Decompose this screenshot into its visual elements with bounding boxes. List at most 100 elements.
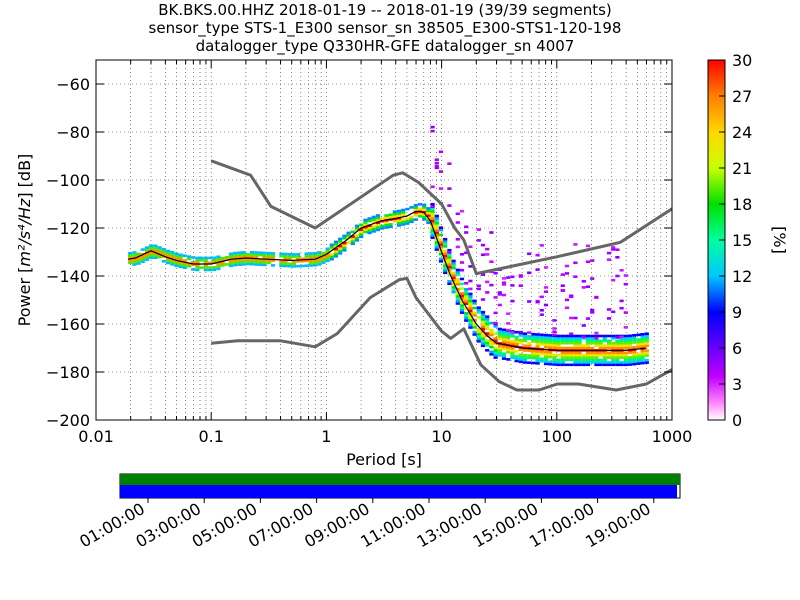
heatmap-cell <box>543 343 549 346</box>
heatmap-cell <box>489 321 494 325</box>
heatmap-cell <box>354 224 360 228</box>
heatmap-cell <box>195 256 200 260</box>
heatmap-cell <box>443 242 448 246</box>
heatmap-cell <box>569 353 574 357</box>
heatmap-cell <box>434 214 439 218</box>
heatmap-cell <box>157 251 162 254</box>
heatmap-cell <box>619 337 624 340</box>
heatmap-cell <box>590 356 595 359</box>
heatmap-cell <box>606 308 612 311</box>
heatmap-cell <box>535 342 540 346</box>
heatmap-cell <box>640 357 645 360</box>
heatmap-cell <box>338 240 343 243</box>
heatmap-cell <box>527 354 532 357</box>
heatmap-cell <box>535 359 540 363</box>
heatmap-cell <box>308 261 313 265</box>
heatmap-cell <box>443 245 448 248</box>
heatmap-cell <box>577 341 582 345</box>
y-tick-label: −140 <box>46 267 90 286</box>
heatmap-cell <box>644 342 649 345</box>
heatmap-cell <box>552 356 557 359</box>
heatmap-cell <box>543 362 549 366</box>
heatmap-cell <box>598 341 603 345</box>
heatmap-cell <box>619 335 624 339</box>
heatmap-cell <box>510 331 515 334</box>
heatmap-cell <box>144 246 150 249</box>
chart-title-line-2: sensor_type STS-1_E300 sensor_sn 38505_E… <box>148 19 622 37</box>
heatmap-cell <box>224 263 229 266</box>
heatmap-cell <box>485 280 490 284</box>
heatmap-cell <box>480 322 486 326</box>
heatmap-cell <box>405 207 410 211</box>
y-tick-label: −200 <box>46 411 90 430</box>
heatmap-cell <box>333 245 339 248</box>
heatmap-cell <box>359 235 364 239</box>
heatmap-cell <box>636 355 641 358</box>
heatmap-cell <box>506 276 511 279</box>
heatmap-cell <box>182 254 187 257</box>
heatmap-cell <box>623 356 628 359</box>
heatmap-cell <box>560 356 565 359</box>
heatmap-cell <box>472 326 477 329</box>
heatmap-cell <box>615 363 620 367</box>
heatmap-cell <box>233 254 238 257</box>
heatmap-cell <box>573 351 578 355</box>
heatmap-cell <box>619 339 624 343</box>
heatmap-cell <box>552 327 557 330</box>
heatmap-cell <box>619 306 624 310</box>
heatmap-cell <box>464 292 469 296</box>
heatmap-cell <box>590 339 595 343</box>
heatmap-cell <box>451 286 456 289</box>
heatmap-cell <box>640 337 645 341</box>
heatmap-cell <box>430 214 435 218</box>
heatmap-cell <box>434 226 439 230</box>
heatmap-cell <box>548 334 553 337</box>
heatmap-cell <box>506 338 511 342</box>
heatmap-cell <box>464 300 469 303</box>
heatmap-cell <box>615 334 620 338</box>
heatmap-cell <box>556 346 561 350</box>
heatmap-cell <box>556 334 561 338</box>
heatmap-cell <box>590 277 595 280</box>
heatmap-cell <box>501 328 507 332</box>
heatmap-cell <box>422 218 427 221</box>
heatmap-cell <box>585 358 591 362</box>
heatmap-cell <box>501 283 507 286</box>
heatmap-cell <box>241 263 246 266</box>
heatmap-cell <box>161 260 166 263</box>
heatmap-cell <box>371 220 376 224</box>
heatmap-cell <box>636 352 641 356</box>
heatmap-cell <box>480 342 486 345</box>
heatmap-cell <box>590 353 595 357</box>
heatmap-cell <box>535 268 540 271</box>
heatmap-cell <box>422 213 427 216</box>
heatmap-cell <box>518 360 523 364</box>
heatmap-cell <box>564 306 570 310</box>
heatmap-cell <box>573 353 578 357</box>
time-axis: 01:00:0003:00:0005:00:0007:00:0009:00:00… <box>76 498 655 551</box>
heatmap-cell <box>380 217 385 221</box>
heatmap-cell <box>623 311 628 314</box>
heatmap-cell <box>489 329 494 332</box>
heatmap-cell <box>543 360 549 363</box>
heatmap-cell <box>258 251 263 254</box>
heatmap-cell <box>480 334 486 338</box>
heatmap-cell <box>535 350 540 353</box>
colorbar-tick-label: 21 <box>732 159 752 178</box>
heatmap-cell <box>283 262 288 265</box>
heatmap-cell <box>430 202 435 206</box>
colorbar-tick-label: 24 <box>732 123 752 142</box>
heatmap-cell <box>531 340 536 343</box>
heatmap-cell <box>497 337 502 340</box>
heatmap-cell <box>291 253 297 256</box>
heatmap-cell <box>186 255 192 258</box>
heatmap-cell <box>178 263 183 266</box>
heatmap-cell <box>501 293 507 297</box>
heatmap-cell <box>384 221 389 224</box>
heatmap-cell <box>447 258 452 262</box>
heatmap-cell <box>363 221 368 224</box>
heatmap-cell <box>585 339 591 343</box>
heatmap-cell <box>149 244 154 247</box>
heatmap-cell <box>216 257 221 261</box>
heatmap-cell <box>543 303 549 307</box>
